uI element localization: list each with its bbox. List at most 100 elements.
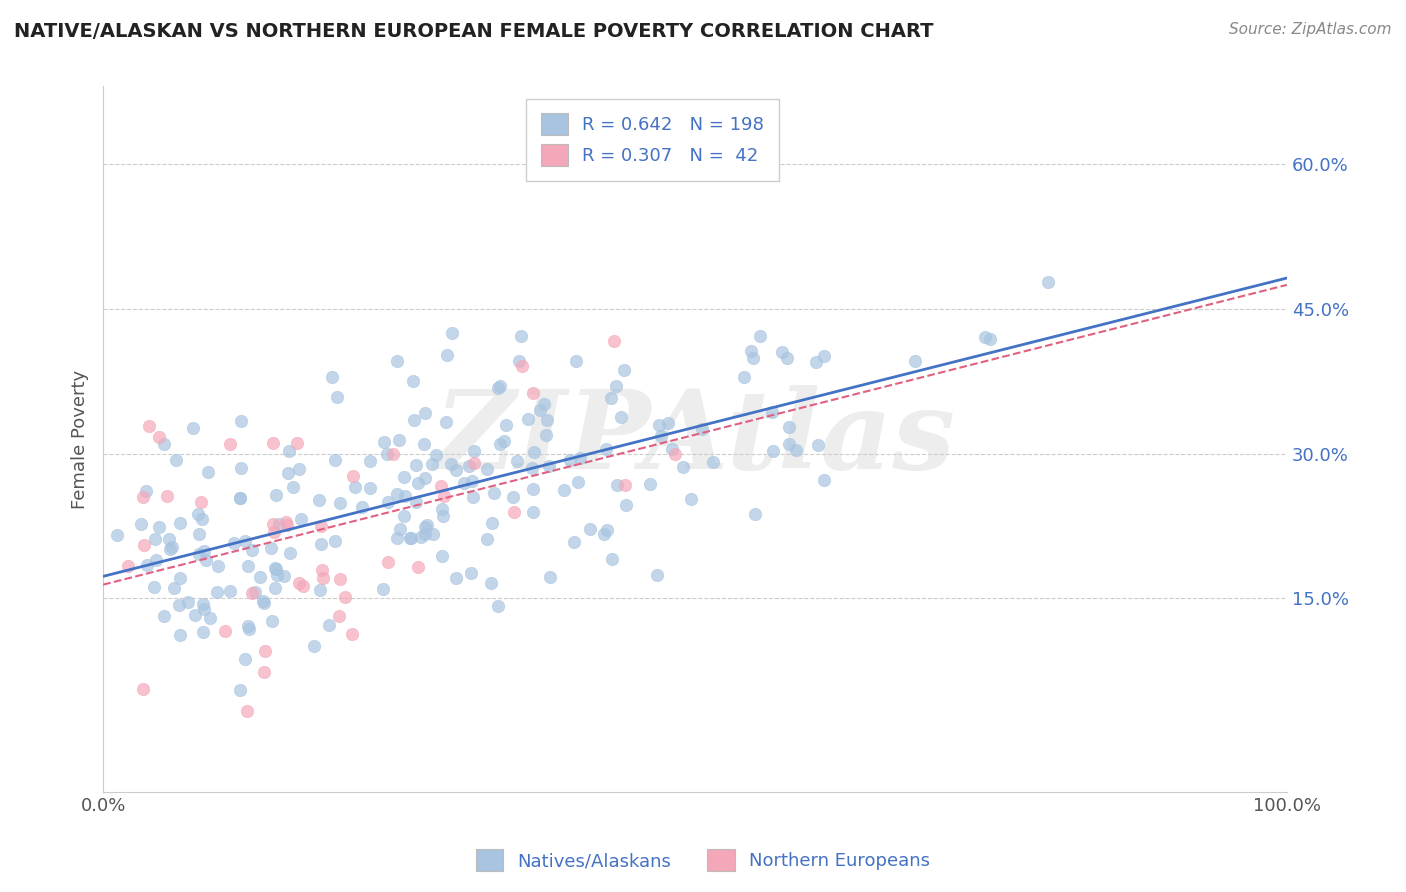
Point xyxy=(191,511,214,525)
Point xyxy=(264,488,287,502)
Point xyxy=(463,443,485,458)
Point xyxy=(740,343,762,358)
Point xyxy=(640,477,662,491)
Point xyxy=(359,481,381,495)
Point xyxy=(131,490,153,504)
Point xyxy=(399,531,422,545)
Point xyxy=(135,558,157,572)
Point xyxy=(264,562,287,576)
Point xyxy=(778,420,800,434)
Point xyxy=(264,581,287,595)
Point xyxy=(458,459,481,474)
Point xyxy=(138,419,160,434)
Point xyxy=(392,470,415,484)
Point xyxy=(326,390,349,404)
Point xyxy=(579,522,602,536)
Point xyxy=(193,543,215,558)
Point xyxy=(744,507,766,521)
Point xyxy=(399,531,422,545)
Point xyxy=(562,535,585,549)
Point xyxy=(672,460,695,475)
Point xyxy=(145,553,167,567)
Point xyxy=(420,457,443,471)
Point xyxy=(664,446,686,460)
Point xyxy=(143,533,166,547)
Point xyxy=(495,417,517,432)
Point xyxy=(224,536,246,550)
Point xyxy=(446,571,468,585)
Point xyxy=(776,351,799,365)
Point xyxy=(249,570,271,584)
Point xyxy=(323,534,346,549)
Point xyxy=(278,443,301,458)
Point xyxy=(162,540,184,554)
Point xyxy=(191,597,214,611)
Point xyxy=(387,353,409,368)
Point xyxy=(409,530,432,544)
Point xyxy=(650,429,672,443)
Point xyxy=(520,460,543,475)
Point xyxy=(560,453,582,467)
Point xyxy=(523,445,546,459)
Point xyxy=(408,476,430,491)
Point xyxy=(273,569,295,583)
Point xyxy=(321,370,343,384)
Point xyxy=(132,682,155,697)
Text: NATIVE/ALASKAN VS NORTHERN EUROPEAN FEMALE POVERTY CORRELATION CHART: NATIVE/ALASKAN VS NORTHERN EUROPEAN FEMA… xyxy=(14,22,934,41)
Point xyxy=(262,615,284,629)
Point xyxy=(553,483,575,498)
Point xyxy=(778,437,800,451)
Point xyxy=(290,512,312,526)
Point xyxy=(416,517,439,532)
Point xyxy=(509,329,531,343)
Point xyxy=(342,468,364,483)
Point xyxy=(229,491,252,505)
Point xyxy=(277,466,299,480)
Point xyxy=(169,598,191,612)
Point xyxy=(117,559,139,574)
Point xyxy=(328,609,350,624)
Point xyxy=(425,449,447,463)
Point xyxy=(538,570,561,584)
Point xyxy=(440,457,463,471)
Point xyxy=(135,483,157,498)
Point xyxy=(432,509,454,524)
Point xyxy=(616,498,638,512)
Point xyxy=(405,458,427,473)
Point xyxy=(156,489,179,503)
Point xyxy=(460,566,482,581)
Point xyxy=(328,496,350,510)
Point xyxy=(312,571,335,585)
Point xyxy=(359,454,381,468)
Point xyxy=(533,396,555,410)
Point xyxy=(405,495,427,509)
Point xyxy=(813,473,835,487)
Point xyxy=(648,417,671,432)
Point xyxy=(441,326,464,341)
Point xyxy=(657,416,679,430)
Point xyxy=(264,560,287,574)
Point xyxy=(436,348,458,362)
Point xyxy=(388,522,411,536)
Point xyxy=(388,433,411,447)
Point xyxy=(152,609,174,624)
Point xyxy=(343,480,366,494)
Point xyxy=(177,595,200,609)
Point xyxy=(479,576,502,591)
Point xyxy=(807,438,830,452)
Point xyxy=(233,652,256,666)
Point xyxy=(502,490,524,504)
Point xyxy=(481,516,503,531)
Point xyxy=(647,568,669,582)
Point xyxy=(285,435,308,450)
Legend: R = 0.642   N = 198, R = 0.307   N =  42: R = 0.642 N = 198, R = 0.307 N = 42 xyxy=(526,99,779,181)
Point xyxy=(592,527,614,541)
Point xyxy=(205,584,228,599)
Point xyxy=(131,516,153,531)
Point xyxy=(228,682,250,697)
Point xyxy=(510,359,533,374)
Point xyxy=(240,586,263,600)
Point xyxy=(463,456,485,470)
Point xyxy=(489,379,512,393)
Point xyxy=(522,482,544,496)
